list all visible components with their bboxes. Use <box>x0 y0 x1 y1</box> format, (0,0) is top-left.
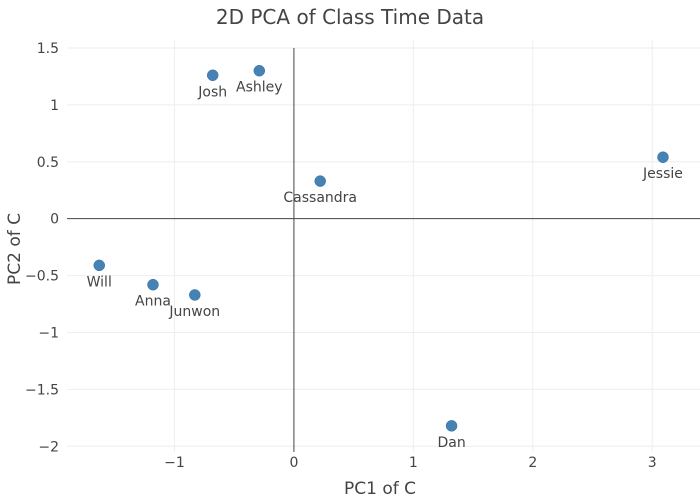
data-point[interactable] <box>206 69 219 82</box>
data-points <box>93 64 669 432</box>
gridlines <box>67 40 700 452</box>
tick-labels: −1 0 1 2 3 1.5 1 0.5 0 −0.5 −1 −1.5 −2 <box>25 41 657 471</box>
data-point-label: Anna <box>135 294 171 310</box>
x-tick-label: 2 <box>528 455 537 471</box>
data-point-label: Jessie <box>642 166 683 182</box>
x-axis-title: PC1 of C <box>344 479 416 499</box>
y-tick-label: −1.5 <box>25 382 59 398</box>
data-point[interactable] <box>253 64 266 77</box>
y-tick-label: −0.5 <box>25 269 59 285</box>
data-point-label: Will <box>87 274 112 290</box>
y-tick-label: 1 <box>50 98 59 114</box>
y-tick-label: −2 <box>38 439 59 455</box>
data-point[interactable] <box>657 151 669 163</box>
y-tick-label: 1.5 <box>37 41 59 57</box>
data-point[interactable] <box>189 289 201 301</box>
data-point[interactable] <box>445 420 458 432</box>
chart-title: 2D PCA of Class Time Data <box>216 5 484 29</box>
x-tick-label: 1 <box>409 455 418 471</box>
x-tick-label: 3 <box>648 455 657 471</box>
data-point[interactable] <box>93 259 105 272</box>
data-point-label: Junwon <box>168 304 220 320</box>
y-tick-label: −1 <box>38 325 59 341</box>
zero-lines <box>67 48 700 452</box>
data-point-label: Cassandra <box>283 190 357 206</box>
y-tick-label: 0 <box>50 212 59 228</box>
data-point[interactable] <box>314 175 326 187</box>
x-tick-label: 0 <box>289 455 298 471</box>
data-point-label: Josh <box>197 84 227 100</box>
y-axis-title: PC2 of C <box>5 213 25 285</box>
y-tick-label: 0.5 <box>37 155 59 171</box>
data-point[interactable] <box>147 278 159 291</box>
x-tick-label: −1 <box>164 455 185 471</box>
data-point-label: Dan <box>437 435 465 451</box>
data-point-label: Ashley <box>236 80 283 96</box>
